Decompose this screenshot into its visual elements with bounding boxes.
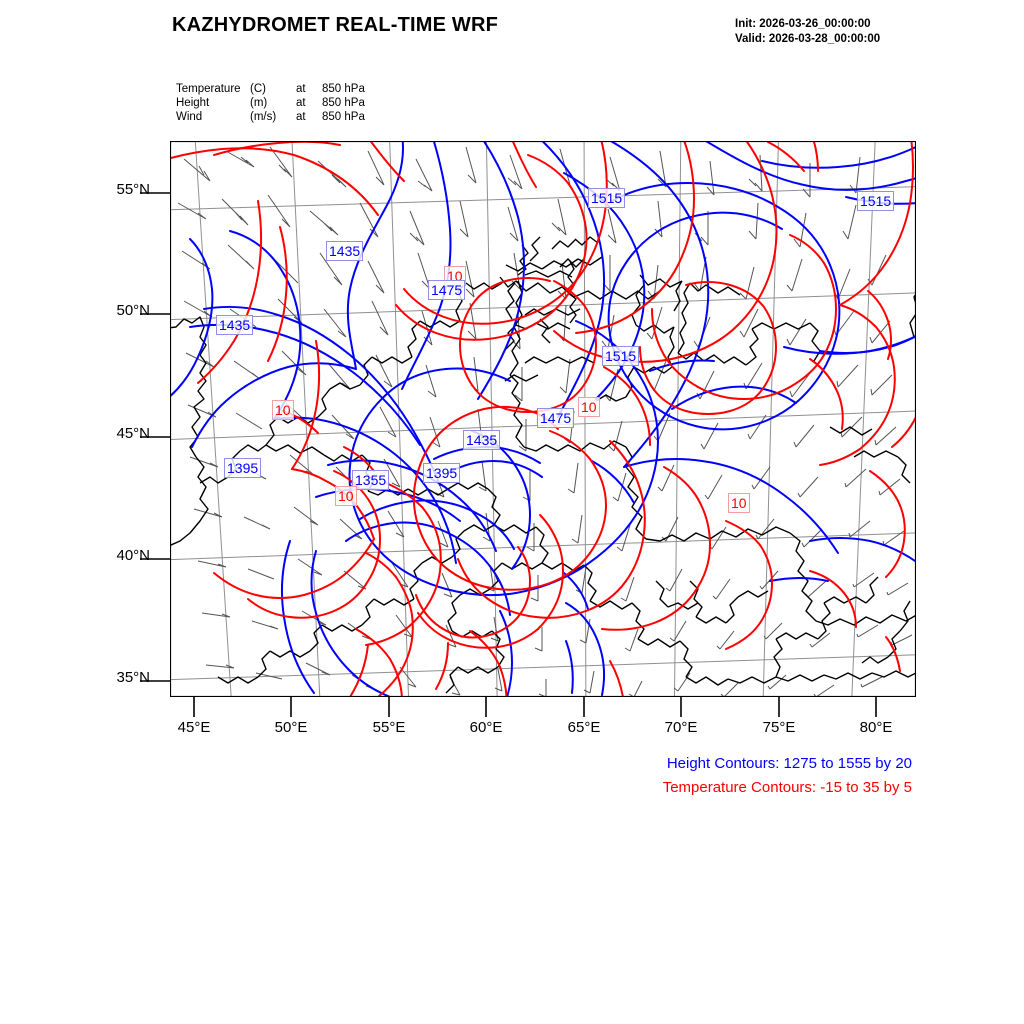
contour-label-height: 1515 [857, 191, 895, 211]
x-axis-tick-70e: 70°E [664, 719, 698, 736]
x-axis-tick-65e: 65°E [567, 719, 601, 736]
x-axis-tick-50e: 50°E [274, 719, 308, 736]
variable-level: 850 hPa [322, 97, 365, 109]
legend-temperature-contours: Temperature Contours: -15 to 35 by 5 [662, 779, 912, 796]
variable-name: Height [176, 97, 210, 109]
variable-at: at [296, 97, 306, 109]
variable-at: at [296, 83, 306, 95]
x-axis-tick-75e: 75°E [762, 719, 796, 736]
temperature-contours [170, 141, 916, 697]
contour-legend: Height Contours: 1275 to 1555 by 20 Temp… [663, 752, 912, 800]
init-timestamp: Init: 2026-03-26_00:00:00 [735, 18, 871, 30]
variable-units: (C) [250, 83, 266, 95]
contour-label-height: 1435 [326, 241, 364, 261]
map-canvas[interactable]: 1515 1515 1435 10 1475 1435 1515 10 1475… [170, 141, 916, 697]
variable-units: (m/s) [250, 111, 277, 123]
variable-level: 850 hPa [322, 83, 365, 95]
variable-level: 850 hPa [322, 111, 365, 123]
contour-label-height: 1395 [423, 463, 461, 483]
variable-row-wind: Wind (m/s) at 850 hPa [176, 110, 365, 124]
contour-label-temperature: 10 [728, 493, 750, 513]
contour-label-height: 1475 [428, 280, 466, 300]
forecast-timestamps: Init: 2026-03-26_00:00:00 Valid: 2026-03… [735, 17, 880, 47]
contour-label-height: 1435 [463, 430, 501, 450]
contour-label-temperature: 10 [272, 400, 294, 420]
contour-label-temperature: 10 [578, 397, 600, 417]
variable-at: at [296, 111, 306, 123]
variable-row-temperature: Temperature (C) at 850 hPa [176, 82, 365, 96]
contour-label-temperature: 10 [335, 486, 357, 506]
contour-label-height: 1355 [352, 470, 390, 490]
variable-description-block: Temperature (C) at 850 hPa Height (m) at 850 h… [176, 82, 365, 124]
page-title: KAZHYDROMET REAL-TIME WRF [172, 14, 499, 36]
contour-label-height: 1395 [224, 458, 262, 478]
valid-timestamp: Valid: 2026-03-28_00:00:00 [735, 33, 881, 45]
legend-height-contours: Height Contours: 1275 to 1555 by 20 [666, 755, 912, 772]
contour-label-height: 1475 [537, 408, 575, 428]
contour-label-height: 1515 [602, 346, 640, 366]
variable-units: (m) [250, 97, 268, 109]
x-axis-tick-60e: 60°E [469, 719, 503, 736]
x-axis-tick-55e: 55°E [372, 719, 406, 736]
contour-label-height: 1515 [588, 188, 626, 208]
contour-label-height: 1435 [216, 315, 254, 335]
x-axis-tick-45e: 45°E [177, 719, 211, 736]
variable-name: Temperature [176, 83, 241, 95]
variable-row-height: Height (m) at 850 hPa [176, 96, 365, 110]
x-axis-tick-80e: 80°E [859, 719, 893, 736]
variable-name: Wind [176, 111, 203, 123]
